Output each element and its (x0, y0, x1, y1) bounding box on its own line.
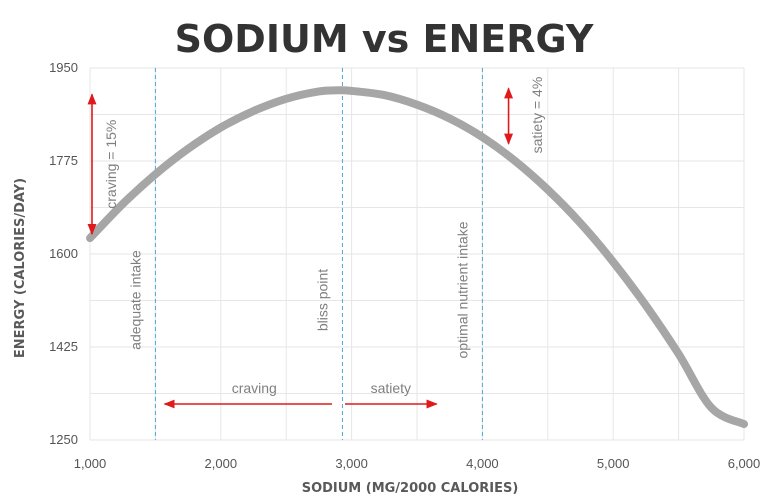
x-tick-label: 4,000 (466, 456, 499, 471)
reference-line-label: optimal nutrient intake (454, 221, 470, 358)
x-tick-label: 2,000 (205, 456, 238, 471)
y-tick-label: 1950 (49, 60, 78, 75)
gridlines (89, 67, 745, 441)
reference-line-label: bliss point (314, 269, 330, 331)
craving-percent-label: craving = 15% (103, 120, 119, 209)
x-tick-label: 6,000 (728, 456, 761, 471)
craving-direction-label: craving (232, 380, 277, 396)
annotations: craving = 15% satiety = 4% craving satiety (87, 77, 545, 409)
satiety-direction-label: satiety (371, 380, 411, 396)
y-tick-label: 1250 (49, 432, 78, 447)
chart-title: SODIUM vs ENERGY (175, 17, 594, 61)
x-tick-label: 5,000 (597, 456, 630, 471)
series-group (86, 86, 748, 429)
satiety-percent-label: satiety = 4% (529, 77, 545, 154)
y-tick-label: 1775 (49, 153, 78, 168)
y-tick-label: 1425 (49, 339, 78, 354)
series-line-energy (86, 86, 748, 429)
reference-lines: adequate intake bliss point optimal nutrie… (127, 68, 483, 440)
reference-line-label: adequate intake (127, 250, 143, 350)
y-axis-title: ENERGY (CALORIES/DAY) (13, 178, 28, 358)
y-tick-label: 1600 (49, 246, 78, 261)
x-axis-title: SODIUM (MG/2000 CALORIES) (302, 481, 519, 496)
tick-labels: 1250 1425 1600 1775 1950 1,000 2,000 3,000 4,000… (49, 60, 760, 471)
x-tick-label: 3,000 (335, 456, 368, 471)
x-tick-label: 1,000 (74, 456, 107, 471)
